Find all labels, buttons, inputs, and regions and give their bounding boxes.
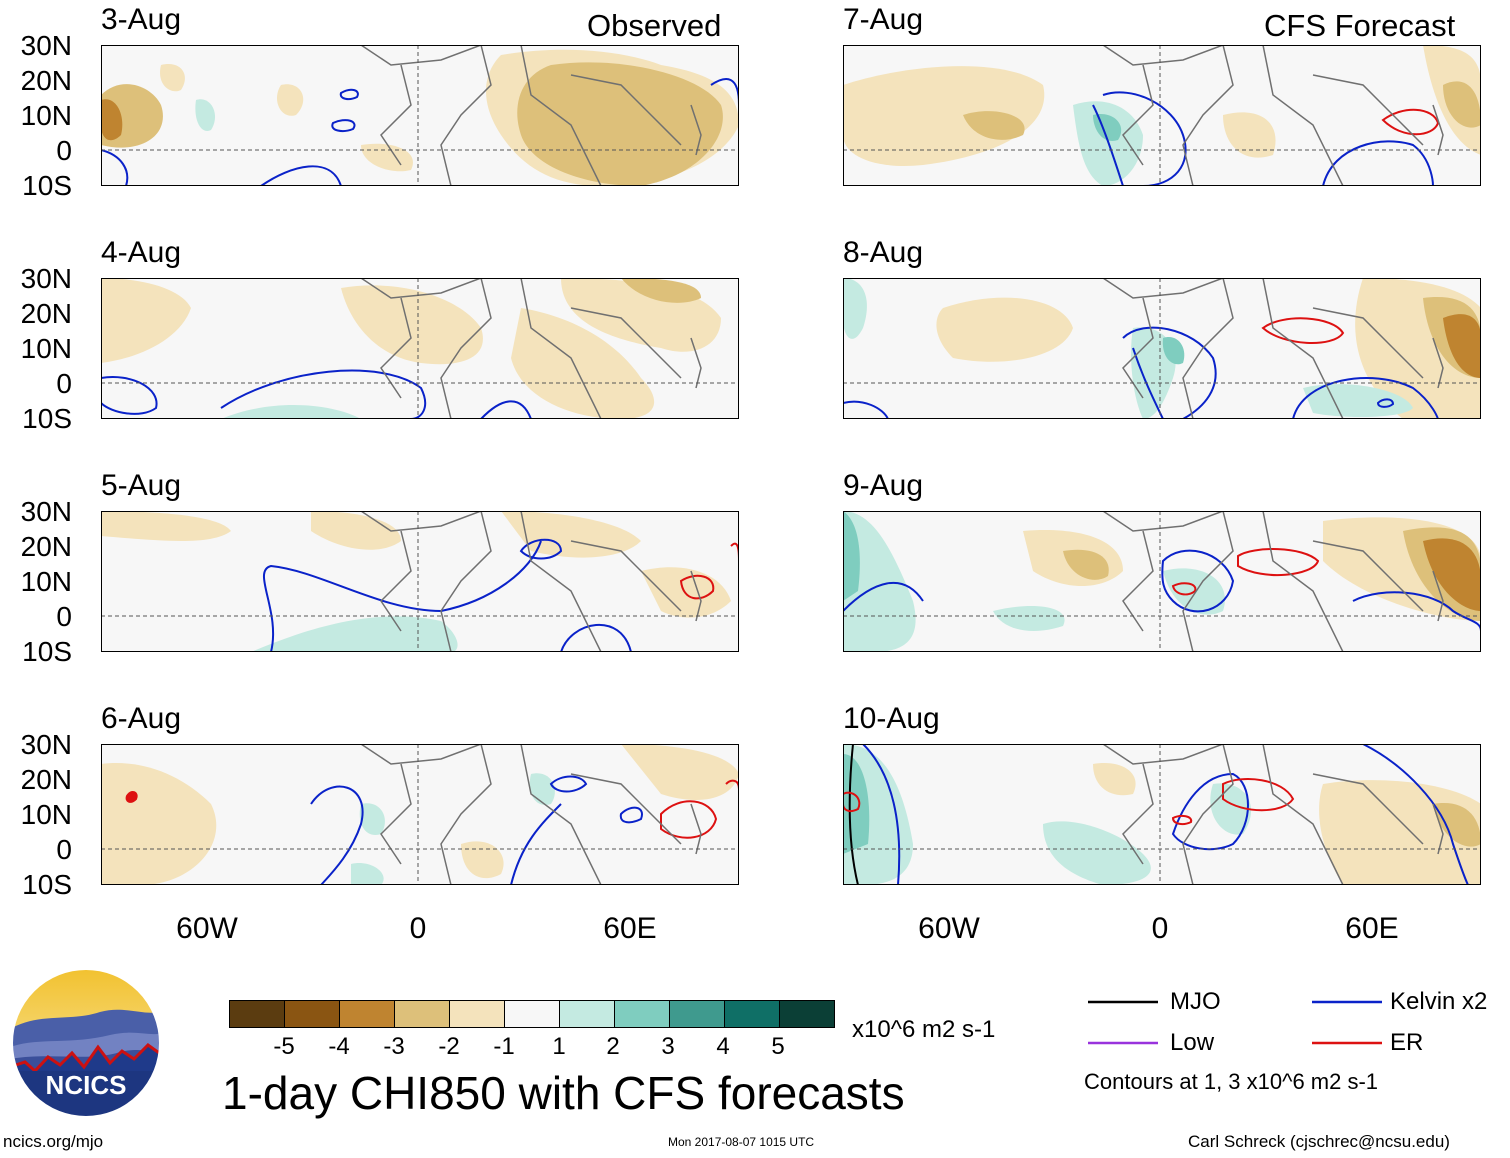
legend-swatch-kelvin [1312, 1000, 1382, 1004]
y-tick-30n: 30N [20, 496, 72, 527]
colorbar-tick: 5 [771, 1033, 785, 1060]
colorbar-swatch [284, 1001, 339, 1027]
colorbar-swatch [559, 1001, 614, 1027]
y-tick-eq: 0 [56, 135, 72, 166]
map-panel-5-aug [101, 511, 739, 652]
colorbar-tick: 3 [661, 1033, 675, 1060]
x-tick-0: 0 [1151, 912, 1169, 945]
panel-date-2: 4-Aug [101, 236, 182, 269]
legend-label-low: Low [1170, 1029, 1215, 1056]
map-panel-4-aug [101, 278, 739, 419]
y-tick-10s: 10S [22, 403, 72, 434]
main-title: 1-day CHI850 with CFS forecasts [222, 1067, 905, 1119]
colorbar-tick: 1 [552, 1033, 566, 1060]
colorbar-swatch [449, 1001, 504, 1027]
panel-date-4: 6-Aug [101, 702, 182, 735]
panel-date-6: 8-Aug [843, 236, 924, 269]
ncics-logo-text: NCICS [46, 1070, 127, 1100]
colorbar-tick: 4 [716, 1033, 730, 1060]
footer-timestamp: Mon 2017-08-07 1015 UTC [668, 1135, 815, 1149]
colorbar-units: x10^6 m2 s-1 [852, 1016, 996, 1043]
y-tick-10s: 10S [22, 170, 72, 201]
y-tick-20n: 20N [20, 298, 72, 329]
map-panel-9-aug [843, 511, 1481, 652]
y-tick-10s: 10S [22, 636, 72, 667]
colorbar-swatch [614, 1001, 669, 1027]
map-panel-7-aug [843, 45, 1481, 186]
legend-label-mjo: MJO [1170, 988, 1221, 1015]
panel-date-7: 9-Aug [843, 469, 924, 502]
map-panel-6-aug [101, 744, 739, 885]
colorbar-swatch [724, 1001, 779, 1027]
colorbar-tick: -2 [438, 1033, 460, 1060]
panel-tag-observed: Observed [587, 8, 722, 43]
legend-label-kelvin: Kelvin x2 [1390, 988, 1488, 1015]
colorbar-swatch [779, 1001, 834, 1027]
panel-date-8: 10-Aug [843, 702, 940, 735]
colorbar-swatch [230, 1001, 284, 1027]
y-tick-30n: 30N [20, 30, 72, 61]
colorbar-tick: 2 [606, 1033, 620, 1060]
map-panel-8-aug [843, 278, 1481, 419]
footer-author: Carl Schreck (cjschrec@ncsu.edu) [1188, 1132, 1450, 1151]
y-tick-20n: 20N [20, 764, 72, 795]
y-tick-eq: 0 [56, 834, 72, 865]
x-tick-60e: 60E [1345, 912, 1399, 945]
y-tick-eq: 0 [56, 601, 72, 632]
legend-contours-note: Contours at 1, 3 x10^6 m2 s-1 [1084, 1069, 1379, 1094]
y-tick-10n: 10N [20, 799, 72, 830]
colorbar-tick: -1 [493, 1033, 515, 1060]
x-tick-60w: 60W [176, 912, 238, 945]
legend-swatch-mjo [1088, 1000, 1158, 1004]
colorbar [229, 1000, 835, 1028]
y-tick-20n: 20N [20, 531, 72, 562]
y-tick-30n: 30N [20, 263, 72, 294]
map-panel-3-aug [101, 45, 739, 186]
x-tick-60w: 60W [918, 912, 980, 945]
map-panel-10-aug [843, 744, 1481, 885]
panel-tag-forecast: CFS Forecast [1264, 8, 1456, 43]
y-tick-20n: 20N [20, 65, 72, 96]
colorbar-swatch [339, 1001, 394, 1027]
y-tick-10s: 10S [22, 869, 72, 900]
y-tick-10n: 10N [20, 333, 72, 364]
legend-swatch-er [1312, 1041, 1382, 1045]
colorbar-swatch [669, 1001, 724, 1027]
colorbar-tick: -3 [383, 1033, 405, 1060]
panel-date-3: 5-Aug [101, 469, 182, 502]
footer-url[interactable]: ncics.org/mjo [3, 1132, 104, 1151]
panel-date-1: 3-Aug [101, 3, 182, 36]
y-tick-10n: 10N [20, 100, 72, 131]
y-tick-10n: 10N [20, 566, 72, 597]
panel-date-5: 7-Aug [843, 3, 924, 36]
y-tick-30n: 30N [20, 729, 72, 760]
legend-swatch-low [1088, 1041, 1158, 1045]
colorbar-tick: -5 [273, 1033, 295, 1060]
x-tick-0: 0 [409, 912, 427, 945]
legend-label-er: ER [1390, 1029, 1424, 1056]
colorbar-swatch [394, 1001, 449, 1027]
ncics-logo: NCICS [11, 968, 161, 1118]
colorbar-swatch [504, 1001, 559, 1027]
y-tick-eq: 0 [56, 368, 72, 399]
colorbar-tick: -4 [328, 1033, 350, 1060]
x-tick-60e: 60E [603, 912, 657, 945]
